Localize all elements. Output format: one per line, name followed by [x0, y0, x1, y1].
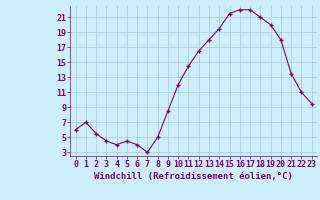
X-axis label: Windchill (Refroidissement éolien,°C): Windchill (Refroidissement éolien,°C): [94, 172, 293, 181]
